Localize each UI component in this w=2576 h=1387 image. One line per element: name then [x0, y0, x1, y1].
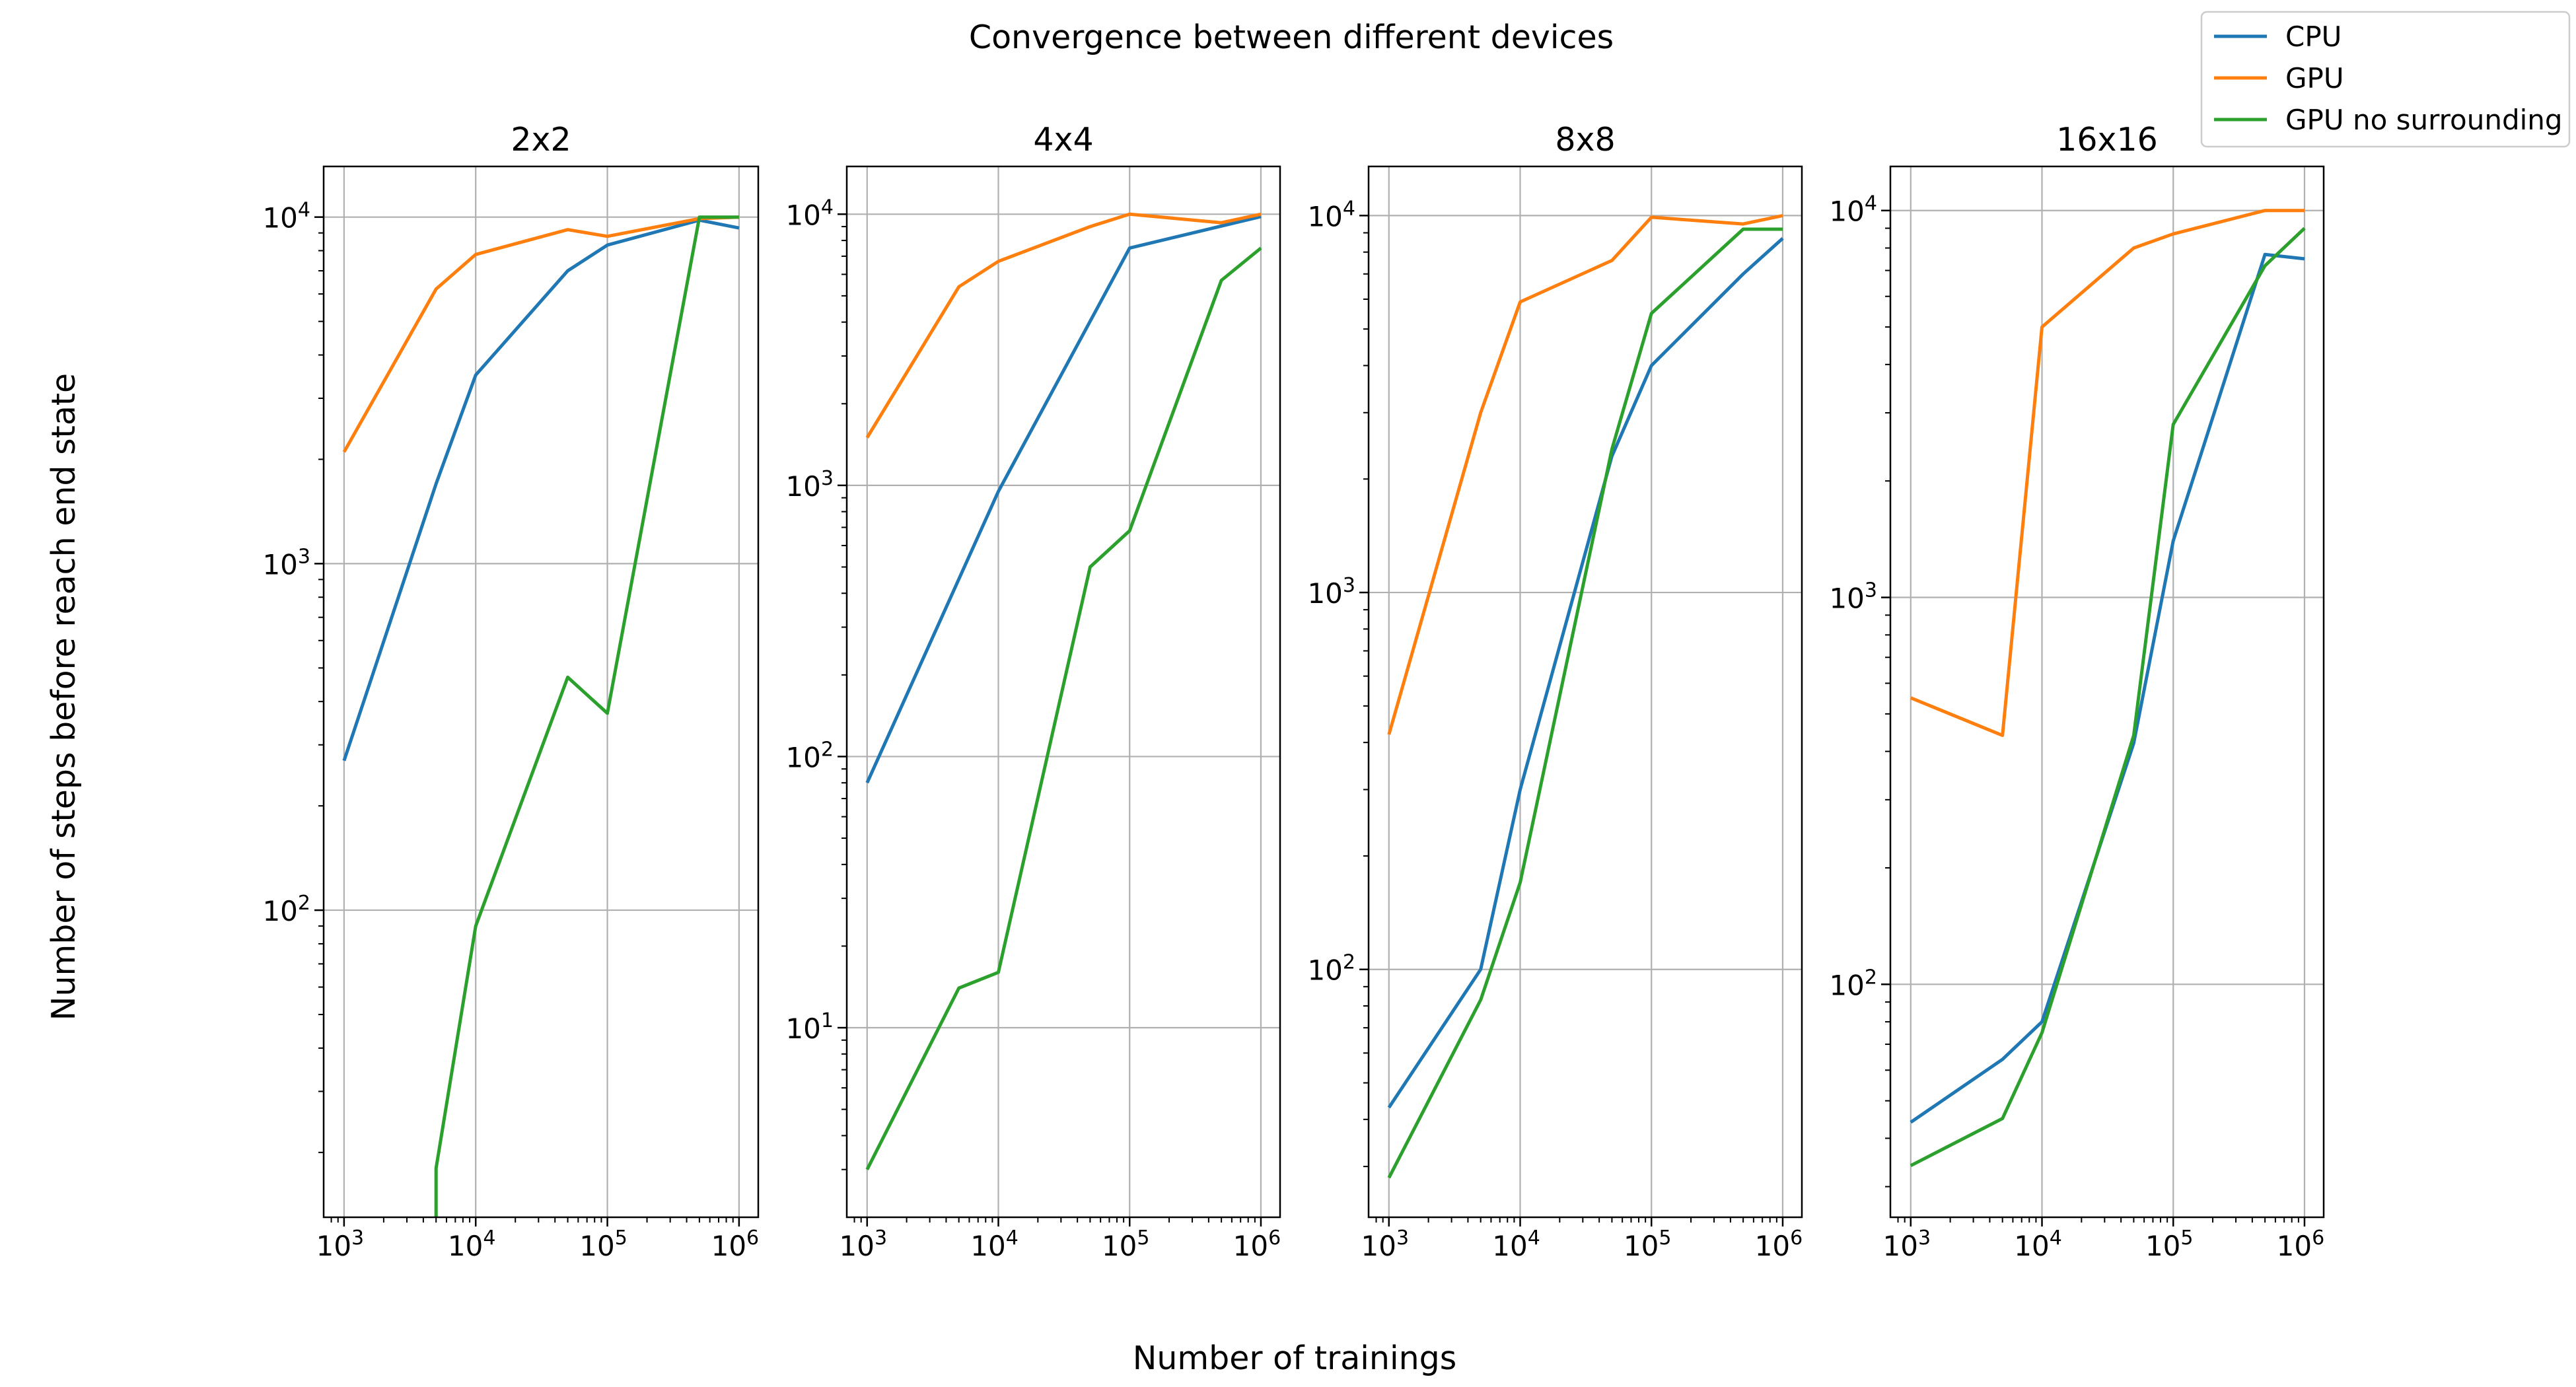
panel-8x8-minor-ticks: [1363, 232, 1777, 1223]
panel-2x2-axes-frame: [322, 165, 760, 1219]
legend-frame: [2200, 11, 2571, 148]
figure-ylabel: Number of steps before reach end state: [45, 373, 83, 1020]
legend: CPU GPU GPU no surrounding: [2200, 11, 2571, 148]
panel-16x16-series-cpu: [1910, 252, 2305, 1124]
legend-label-cpu: CPU: [2285, 20, 2342, 53]
panel-8x8-axes-frame: [1367, 165, 1803, 1219]
panel-4x4-series-gpu-no-surrounding: [865, 246, 1262, 1170]
panel-16x16-axes-frame: [1889, 165, 2325, 1219]
panel-4x4-xtick-label-5: 105: [1102, 1227, 1150, 1262]
panel-8x8-series-gpu: [1387, 213, 1783, 735]
panel-4x4-series-cpu: [865, 215, 1262, 784]
panel-16x16-series-gpu-no-surrounding: [1910, 227, 2306, 1168]
panel-8x8-xtick-label-6: 106: [1755, 1227, 1803, 1262]
legend-label-gpu: GPU: [2285, 62, 2344, 94]
panel-16x16-series-gpu: [1910, 209, 2305, 737]
panel-8x8-series-gpu-no-surrounding: [1387, 227, 1783, 1179]
figure-suptitle: Convergence between different devices: [969, 18, 1614, 56]
panel-8x8-title: 8x8: [1555, 121, 1615, 159]
panel-4x4-xtick-label-4: 104: [970, 1227, 1019, 1262]
panel-2x2-minor-ticks: [318, 232, 734, 1223]
panel-4x4-series-gpu: [865, 212, 1262, 439]
panel-2x2-title: 2x2: [511, 121, 571, 159]
panel-16x16-minor-ticks: [1885, 227, 2299, 1223]
panel-8x8-ytick-label-3: 103: [1307, 574, 1355, 610]
panel-4x4-title: 4x4: [1033, 121, 1093, 159]
panel-2x2-xtick-label-4: 104: [448, 1227, 496, 1262]
panel-4x4-axes-frame: [845, 165, 1281, 1219]
figure-xlabel: Number of trainings: [1133, 1339, 1457, 1377]
panel-4x4-minor-ticks: [841, 226, 1256, 1223]
panel-8x8-xtick-label-3: 103: [1361, 1227, 1410, 1262]
panel-2x2-series-gpu-no-surrounding: [434, 215, 739, 1217]
panel-16x16-title: 16x16: [2056, 121, 2158, 159]
panel-2x2-ytick-label-2: 102: [262, 892, 310, 927]
panel-16x16-xtick-label-6: 106: [2277, 1227, 2325, 1262]
legend-label-gpu-no-surrounding: GPU no surrounding: [2285, 104, 2563, 136]
